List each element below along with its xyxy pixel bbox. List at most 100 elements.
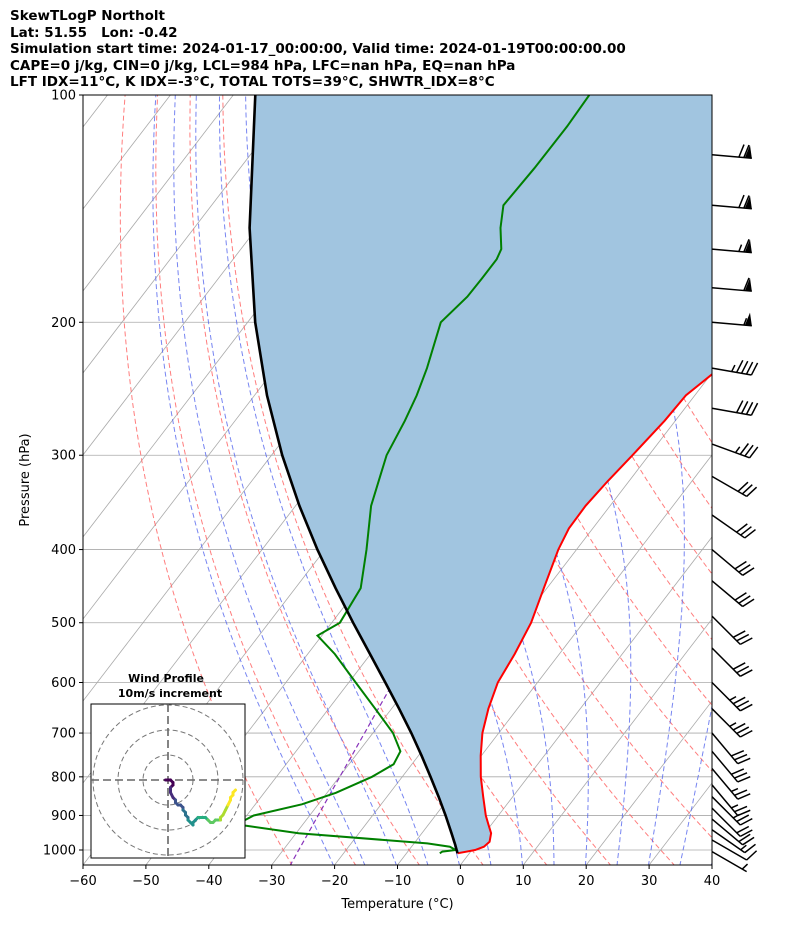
wind-barb-full [742,598,755,608]
isotherm-line [585,700,712,865]
wind-barb-full [730,749,745,757]
wind-barb-full [744,843,756,854]
wind-barb-full [743,144,750,158]
wind-barb-pennant [744,277,752,292]
wind-barb-staff [711,154,752,160]
wind-barb-full [739,829,753,838]
wind-barb-full [739,703,753,712]
x-tick-label: −60 [69,874,96,889]
wind-barb-full [743,239,750,253]
wind-barb [711,514,756,539]
wind-barb-staff [711,475,748,498]
wind-barb [711,850,749,873]
wind-barb-full [743,195,750,209]
wind-barb [711,475,758,498]
wind-barb [711,359,759,376]
wind-barb-full [739,817,753,826]
wind-barb-full [734,560,747,570]
y-tick-label: 100 [51,89,76,104]
y-tick-label: 800 [51,770,76,785]
wind-barb-full [734,753,748,761]
dry-adiabat-line [744,95,794,866]
wind-barb-full [736,665,750,674]
wind-barb-staff [711,839,748,861]
wind-barb-full [742,567,755,576]
wind-barb [711,647,753,677]
wind-barb-full [737,809,751,817]
wind-barb-staff [711,829,746,854]
stability-line: CAPE=0 j/kg, CIN=0 j/kg, LCL=984 hPa, LF… [10,57,516,74]
wind-barb [711,784,751,817]
moist-adiabat-line [152,95,334,865]
wind-barb-full [742,836,755,846]
wind-barb-staff [711,514,746,539]
wind-barb [711,580,755,608]
wind-barb-full [739,637,753,646]
wind-barb-staff [711,818,744,846]
isotherm-line [83,95,297,374]
wind-barb-full [732,662,746,670]
wind-barb-full [737,793,751,800]
x-axis-label: Temperature (°C) [340,897,453,912]
wind-barb-full [745,361,754,375]
isotherm-line [396,454,712,865]
wind-barb-staff [711,204,752,210]
wind-barb-staff [711,768,739,800]
wind-barb-full [739,443,749,455]
wind-barb-pennant [744,195,752,209]
wind-barb-full [745,401,754,415]
y-tick-label: 500 [51,616,76,631]
wind-barb-staff [711,286,752,292]
wind-barb-full [736,633,750,642]
wind-barb-staff [711,750,739,783]
wind-barb-staff [711,321,752,327]
wind-barb [711,681,753,712]
y-tick-label: 700 [51,727,76,742]
x-tick-label: −30 [258,874,285,889]
wind-barb [711,443,759,459]
parcel-temperature-fill [249,95,712,854]
wind-barb-half [740,844,747,851]
dry-adiabat-line [482,95,712,575]
isotherm-line [522,618,712,865]
y-tick-label: 600 [51,676,76,691]
wind-barb [711,615,753,646]
y-tick-label: 1000 [43,844,76,859]
hodograph-plot [91,704,245,858]
wind-barb-full [730,768,745,775]
wind-barb [711,768,751,800]
wind-barb-half [743,318,748,326]
wind-barb-full [737,481,749,492]
wind-barb-half [734,446,741,454]
location-line: Lat: 51.55 Lon: -0.42 [10,24,178,41]
wind-barb-full [734,789,748,797]
wind-barb-full [739,669,753,677]
wind-barb-full [738,194,745,208]
wind-barb-staff [711,732,739,765]
wind-barb-full [746,486,758,497]
isotherm-line [83,95,234,292]
wind-barb-staff [711,850,748,873]
wind-barb [711,796,753,826]
wind-barb-full [736,726,750,735]
x-tick-label: −20 [321,874,348,889]
wind-barb-full [738,833,751,843]
wind-barb-staff [711,443,750,459]
wind-barb-full [734,592,747,601]
x-tick-label: 0 [456,874,464,889]
wind-barbs [711,144,759,873]
wind-barb-staff [711,407,752,416]
time-line: Simulation start time: 2024-01-17_00:00:… [10,41,626,57]
wind-barb-full [732,696,746,705]
wind-barb [711,400,759,416]
y-axis-label: Pressure (hPa) [18,433,33,526]
wind-barb-full [738,564,751,573]
y-tick-label: 400 [51,543,76,558]
wind-barb-full [750,362,759,376]
moist-adiabat-line [710,860,712,865]
wind-barb-full [740,526,752,536]
wind-barb-full [734,772,748,779]
wind-barb-pennant [744,239,752,253]
chart-title: SkewTLogP Northolt [10,8,165,24]
wind-barb-staff [711,647,741,677]
